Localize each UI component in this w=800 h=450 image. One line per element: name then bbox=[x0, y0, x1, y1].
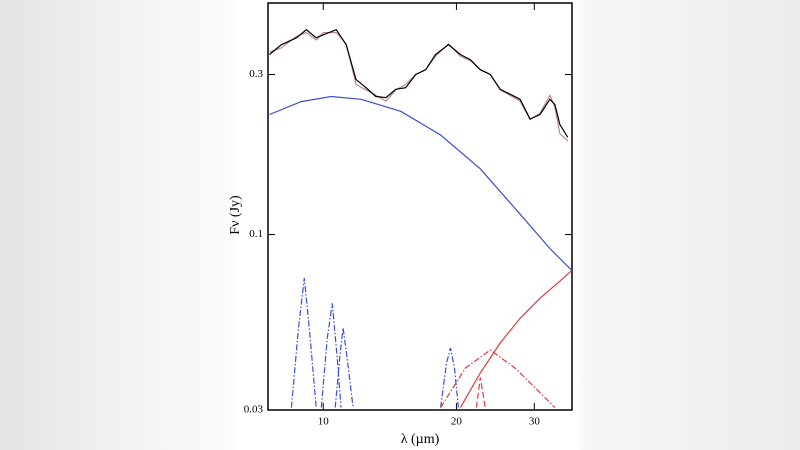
x-tick-label: 20 bbox=[451, 416, 463, 428]
plot-frame bbox=[267, 2, 573, 411]
x-tick-label: 30 bbox=[529, 416, 541, 428]
y-axis-label: Fν (Jy) bbox=[228, 195, 243, 235]
y-tick-label: 0.1 bbox=[249, 228, 263, 240]
x-axis-label: λ (µm) bbox=[401, 432, 440, 447]
y-tick-label: 0.3 bbox=[249, 68, 263, 80]
series-line bbox=[269, 28, 569, 138]
series-line bbox=[269, 95, 573, 271]
series-line bbox=[290, 278, 459, 408]
x-tick-label: 10 bbox=[318, 416, 330, 428]
series-line bbox=[440, 349, 556, 409]
series-line bbox=[459, 269, 573, 408]
series-line bbox=[269, 31, 569, 142]
y-tick-label: 0.03 bbox=[244, 404, 264, 416]
series-line bbox=[475, 377, 486, 408]
